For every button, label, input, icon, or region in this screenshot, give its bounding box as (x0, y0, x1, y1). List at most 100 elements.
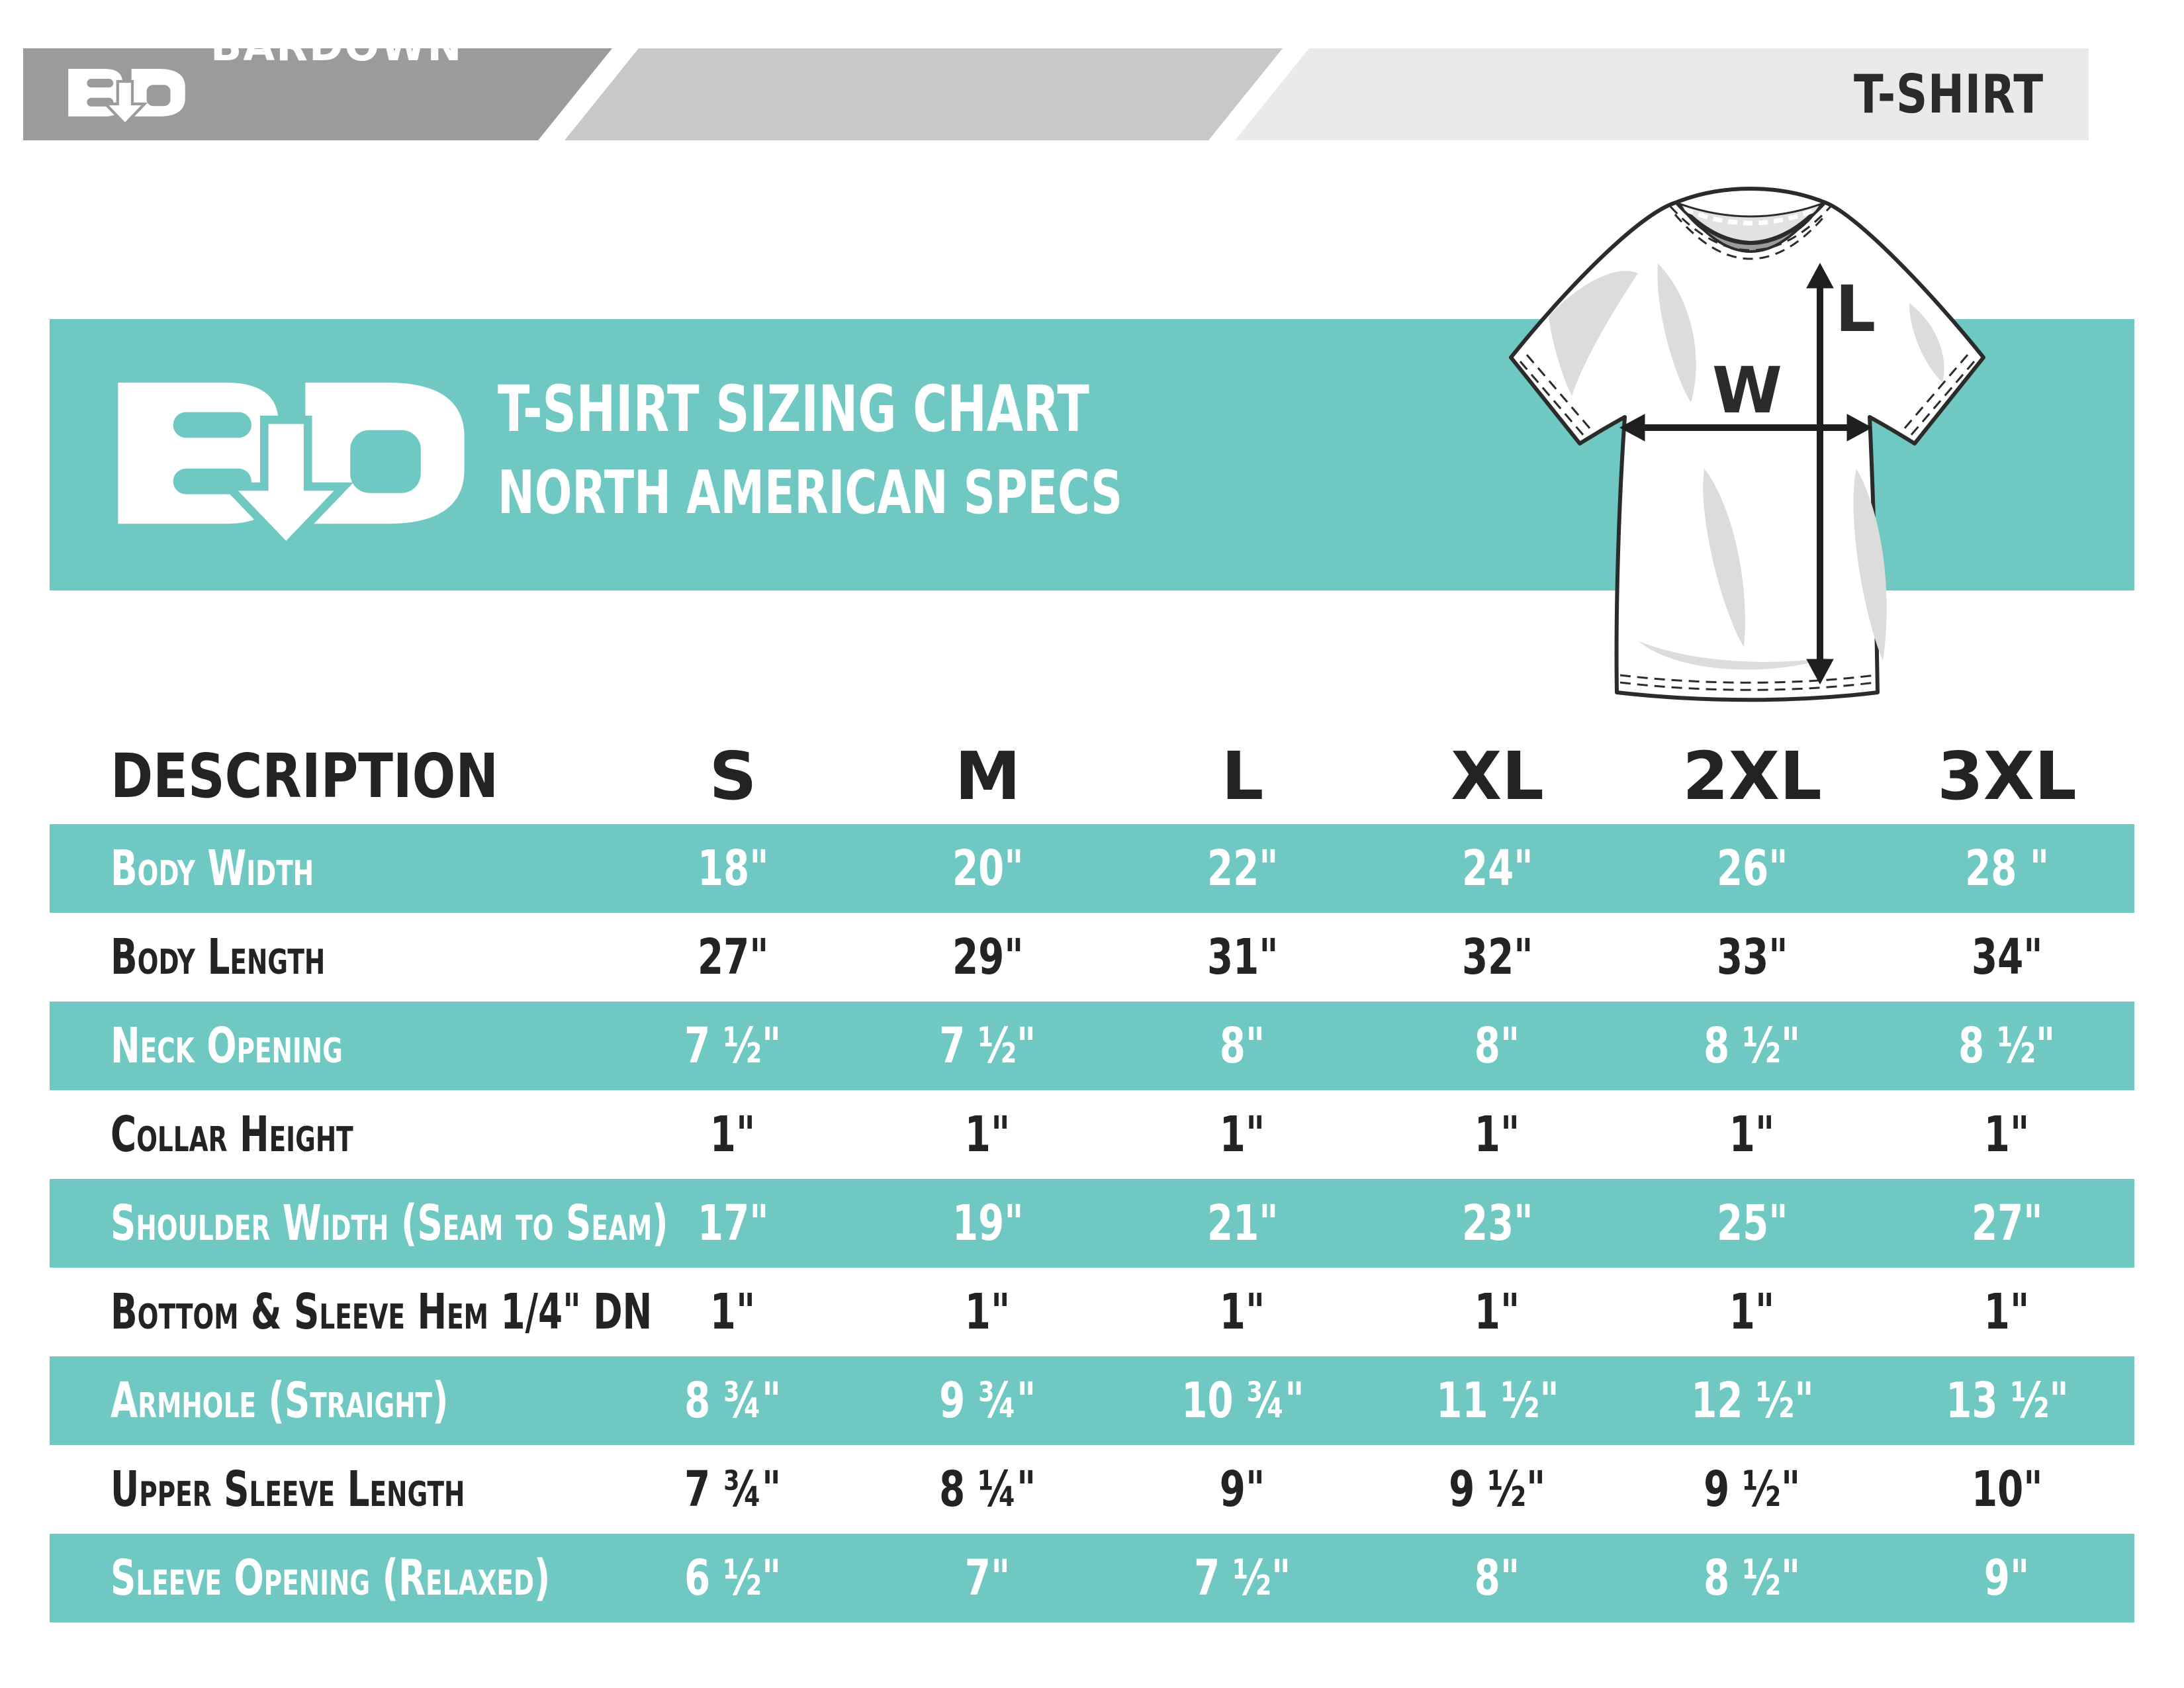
size-value: 20" (860, 840, 1115, 897)
table-row: Body Width 18" 20" 22" 24" 26" 28 " (50, 824, 2134, 913)
description-header: DESCRIPTION (50, 741, 606, 812)
size-value: 34" (1880, 929, 2134, 986)
size-value: 7 ½" (606, 1017, 860, 1074)
table-header-row: DESCRIPTION S M L XL 2XL 3XL (50, 728, 2134, 824)
size-value-text: 8 ½" (1704, 1017, 1801, 1074)
length-label: L (1835, 272, 1876, 346)
banner-title-line2: NORTH AMERICAN SPECS (498, 463, 1342, 523)
size-value-text: 17" (697, 1195, 769, 1252)
row-label-text: Armhole (Straight) (111, 1372, 449, 1429)
size-value-text: 31" (1206, 929, 1279, 986)
sizing-table: DESCRIPTION S M L XL 2XL 3XL Body Width 18" 20"… (50, 728, 2134, 1622)
row-label: Body Length (50, 929, 606, 986)
row-label: Armhole (Straight) (50, 1372, 606, 1429)
row-label: Sleeve Opening (Relaxed) (50, 1550, 606, 1607)
size-value-text: 1" (1729, 1284, 1775, 1340)
size-value: 1" (1370, 1284, 1625, 1340)
header-bar-light: T-SHIRT (1235, 48, 2089, 140)
size-value-text: 1" (1475, 1284, 1520, 1340)
size-value: 24" (1370, 840, 1625, 897)
size-value: 27" (1880, 1195, 2134, 1252)
size-value: 13 ½" (1880, 1372, 2134, 1429)
size-header-3xl: 3XL (1937, 737, 2077, 815)
size-value: 7 ¾" (606, 1461, 860, 1518)
size-value-text: 7 ¾" (684, 1461, 782, 1518)
size-value: 8 ¾" (606, 1372, 860, 1429)
size-value-text: 19" (952, 1195, 1024, 1252)
size-value: 9 ½" (1625, 1461, 1880, 1518)
brand-name-text: BARDOWN (210, 22, 463, 70)
size-value: 1" (860, 1106, 1115, 1163)
banner-title-line1: T-SHIRT SIZING CHART (498, 377, 1297, 441)
header-bar-middle (565, 48, 1283, 140)
size-value: 10" (1880, 1461, 2134, 1518)
size-value: 1" (1880, 1284, 2134, 1340)
row-label-text: Upper Sleeve Length (111, 1461, 465, 1518)
size-value: 8" (1115, 1017, 1370, 1074)
row-label: Shoulder Width (Seam to Seam) (50, 1195, 668, 1252)
size-value: 17" (606, 1195, 860, 1252)
size-value: 18" (606, 840, 860, 897)
row-label: Collar Height (50, 1106, 606, 1163)
size-value: 21" (1115, 1195, 1370, 1252)
size-value: 19" (860, 1195, 1115, 1252)
size-value-text: 9" (1220, 1461, 1265, 1518)
size-value-text: 1" (1984, 1106, 2030, 1163)
size-value-text: 21" (1206, 1195, 1279, 1252)
size-value: 1" (1115, 1106, 1370, 1163)
size-value: 1" (860, 1284, 1115, 1340)
size-value-text: 8 ½" (1958, 1017, 2056, 1074)
brand-name: BARDOWN (210, 0, 463, 92)
size-value-text: 33" (1716, 929, 1788, 986)
table-row: Body Length 27" 29" 31" 32" 33" 34" (50, 913, 2134, 1002)
size-value-text: 26" (1716, 840, 1788, 897)
size-value: 28 " (1880, 840, 2134, 897)
banner-title-line2-text: NORTH AMERICAN SPECS (498, 458, 1123, 528)
size-header-m: M (954, 737, 1021, 815)
size-header-s: S (709, 737, 757, 815)
row-label-text: Body Length (111, 929, 326, 986)
size-value: 6 ½" (606, 1550, 860, 1607)
size-value-text: 9 ¾" (939, 1372, 1036, 1429)
size-value-text: 8 ½" (1704, 1550, 1801, 1607)
size-value-text: 1" (710, 1284, 756, 1340)
size-value-text: 9 ½" (1449, 1461, 1546, 1518)
size-value: 9" (1880, 1550, 2134, 1607)
size-value-text: 12 ½" (1690, 1372, 1814, 1429)
table-row: Upper Sleeve Length 7 ¾" 8 ¼" 9" 9 ½" 9 ½" 10" (50, 1445, 2134, 1534)
size-value-text: 8 ¼" (939, 1461, 1036, 1518)
size-value-text: 32" (1461, 929, 1533, 986)
size-value: 8 ¼" (860, 1461, 1115, 1518)
size-value-text: 1" (1475, 1106, 1520, 1163)
size-value: 1" (606, 1284, 860, 1340)
size-value: 33" (1625, 929, 1880, 986)
size-value: 8 ½" (1625, 1017, 1880, 1074)
size-value: 29" (860, 929, 1115, 986)
size-value-text: 1" (1729, 1106, 1775, 1163)
size-value: 9" (1115, 1461, 1370, 1518)
size-value: 32" (1370, 929, 1625, 986)
size-value: 31" (1115, 929, 1370, 986)
row-label-text: Shoulder Width (Seam to Seam) (111, 1195, 668, 1252)
row-label-text: Bottom & Sleeve Hem 1/4" DN (111, 1284, 653, 1340)
size-value: 1" (606, 1106, 860, 1163)
size-value-text: 1" (965, 1284, 1011, 1340)
table-row: Sleeve Opening (Relaxed) 6 ½" 7" 7 ½" 8" 8 ½"… (50, 1534, 2134, 1622)
size-value: 9 ¾" (860, 1372, 1115, 1429)
size-value: 7" (860, 1550, 1115, 1607)
size-value: 26" (1625, 840, 1880, 897)
table-row: Collar Height 1" 1" 1" 1" 1" 1" (50, 1090, 2134, 1179)
size-value-text: 28 " (1964, 840, 2050, 897)
size-value: 23" (1370, 1195, 1625, 1252)
size-value-text: 29" (952, 929, 1024, 986)
size-value: 9 ½" (1370, 1461, 1625, 1518)
table-row: Shoulder Width (Seam to Seam) 17" 19" 21" 23… (50, 1179, 2134, 1268)
size-value-text: 20" (952, 840, 1024, 897)
size-value-text: 23" (1461, 1195, 1533, 1252)
size-value: 7 ½" (860, 1017, 1115, 1074)
width-arrow-icon (1619, 414, 1873, 442)
row-label: Upper Sleeve Length (50, 1461, 606, 1518)
size-value: 11 ½" (1370, 1372, 1625, 1429)
table-row: Bottom & Sleeve Hem 1/4" DN 1" 1" 1" 1" 1" 1" (50, 1268, 2134, 1356)
banner-title-line1-text: T-SHIRT SIZING CHART (498, 372, 1089, 446)
